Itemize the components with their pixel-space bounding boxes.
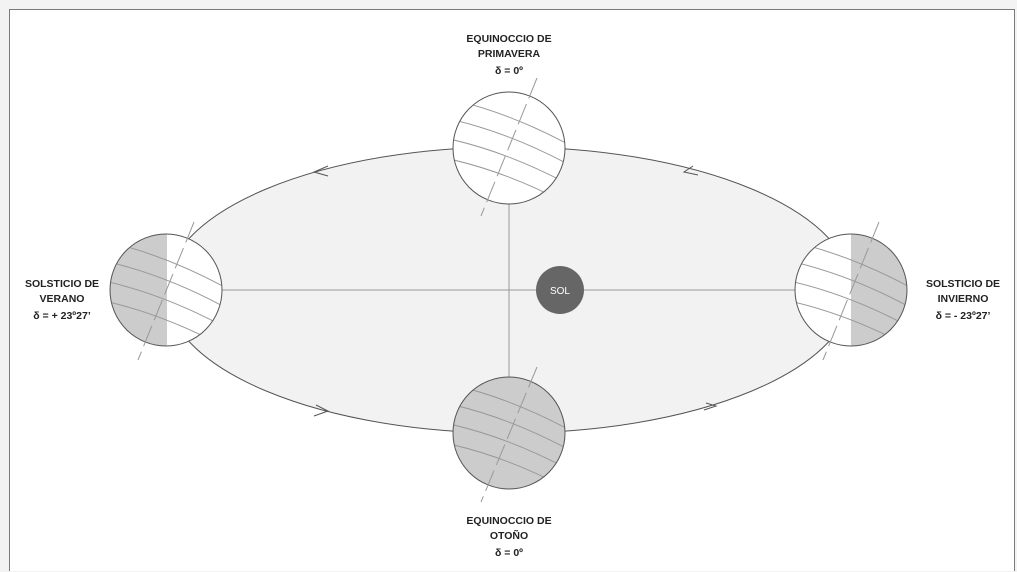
orbit-arrow-bottom-left xyxy=(313,404,330,417)
earth-autumn-equinox xyxy=(452,366,566,503)
label-winter-delta: δ = - 23º27’ xyxy=(935,310,991,322)
label-spring-delta: δ = 0º xyxy=(494,65,523,77)
label-summer-delta: δ = + 23º27’ xyxy=(33,310,91,322)
orbit-arrow-bottom-right xyxy=(703,402,718,411)
label-autumn-delta: δ = 0º xyxy=(494,547,523,559)
label-autumn-line2: OTOÑO xyxy=(489,530,529,542)
label-winter-line1: SOLSTICIO DE xyxy=(925,278,1001,290)
orbit-arrow-top-right xyxy=(682,165,699,176)
label-summer-line2: VERANO xyxy=(39,293,85,305)
sun-circle xyxy=(536,266,584,314)
label-spring-line2: PRIMAVERA xyxy=(477,48,541,60)
label-summer-solstice: SOLSTICIO DE VERANO δ = + 23º27’ xyxy=(17,277,107,324)
label-winter-line2: INVIERNO xyxy=(937,293,989,305)
label-spring-line1: EQUINOCCIO DE xyxy=(466,33,552,45)
label-spring-equinox: EQUINOCCIO DE PRIMAVERA δ = 0º xyxy=(449,32,569,79)
label-winter-solstice: SOLSTICIO DE INVIERNO δ = - 23º27’ xyxy=(918,277,1008,324)
sun-label: SOL xyxy=(550,286,570,297)
orbit-arrow-top-left xyxy=(312,165,329,177)
label-autumn-equinox: EQUINOCCIO DE OTOÑO δ = 0º xyxy=(449,514,569,561)
label-summer-line1: SOLSTICIO DE xyxy=(24,278,100,290)
label-autumn-line1: EQUINOCCIO DE xyxy=(466,515,552,527)
